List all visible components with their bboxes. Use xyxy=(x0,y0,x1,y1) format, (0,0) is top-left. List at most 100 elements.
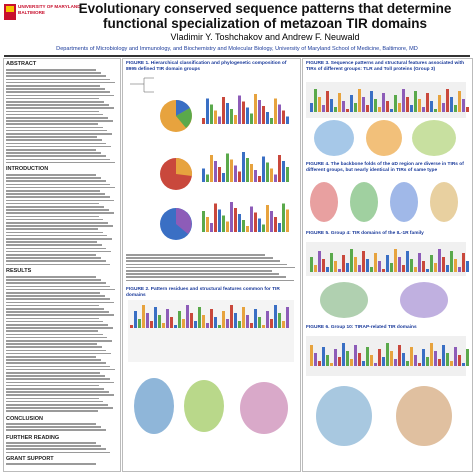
text-line xyxy=(6,442,97,444)
text-line xyxy=(6,330,98,332)
graphic xyxy=(254,309,257,328)
graphic xyxy=(450,361,453,366)
graphic xyxy=(358,89,361,112)
text-line xyxy=(6,133,113,135)
text-line xyxy=(6,107,114,109)
graphic xyxy=(250,113,253,124)
graphic xyxy=(134,311,137,328)
graphic xyxy=(458,355,461,366)
text-line xyxy=(6,308,105,310)
graphic xyxy=(458,91,461,112)
graphic xyxy=(402,353,405,366)
graphic xyxy=(174,325,177,328)
graphic xyxy=(466,107,469,112)
graphic xyxy=(438,249,441,272)
graphic xyxy=(254,94,257,124)
graphic xyxy=(186,305,189,328)
graphic xyxy=(286,307,289,328)
graphic xyxy=(266,112,269,124)
divider xyxy=(4,55,470,57)
text-line xyxy=(6,285,111,288)
text-line xyxy=(6,288,116,291)
figure-caption: FIGURE 5. Group 4: TIR domains of the IL… xyxy=(306,231,424,236)
text-line xyxy=(6,209,109,211)
text-line xyxy=(6,85,101,87)
graphic xyxy=(342,101,345,112)
graphic xyxy=(326,355,329,366)
graphic xyxy=(150,321,153,328)
text-line xyxy=(6,359,101,361)
graphic xyxy=(274,305,277,328)
text-line xyxy=(6,206,105,208)
graphic xyxy=(238,321,241,328)
figure-legend xyxy=(126,254,296,284)
figure-3 xyxy=(306,82,469,156)
text-line xyxy=(6,448,106,450)
graphic xyxy=(338,269,341,272)
graphic xyxy=(438,359,441,366)
graphic xyxy=(266,205,269,232)
graphic xyxy=(310,345,313,366)
graphic xyxy=(238,214,241,232)
text-line xyxy=(6,257,101,259)
text-line xyxy=(6,126,103,129)
text-line xyxy=(6,72,101,74)
graphic xyxy=(414,267,417,272)
graphic xyxy=(230,202,233,232)
graphic xyxy=(454,105,457,112)
graphic xyxy=(222,97,225,124)
text-line xyxy=(6,161,116,164)
graphic xyxy=(222,173,225,182)
graphic xyxy=(378,261,381,272)
graphic xyxy=(322,347,325,366)
text-line xyxy=(6,404,109,406)
graphic xyxy=(430,101,433,112)
graphic xyxy=(410,259,413,272)
graphic xyxy=(422,261,425,272)
graphic xyxy=(246,315,249,328)
text-line xyxy=(6,123,98,125)
graphic xyxy=(338,93,341,112)
campus: BALTIMORE xyxy=(18,10,45,15)
section-heading: CONCLUSION xyxy=(6,416,43,422)
graphic xyxy=(334,107,337,112)
graphic xyxy=(386,255,389,272)
text-line xyxy=(6,152,101,154)
graphic xyxy=(322,259,325,272)
graphic xyxy=(170,317,173,328)
text-line xyxy=(6,320,104,323)
graphic xyxy=(462,99,465,112)
section-heading: FURTHER READING xyxy=(6,435,60,441)
graphic xyxy=(414,355,417,366)
graphic xyxy=(454,347,457,366)
graphic xyxy=(250,323,253,328)
text-line xyxy=(6,304,100,307)
text-line xyxy=(6,365,111,368)
graphic xyxy=(282,203,285,232)
graphic xyxy=(374,99,377,112)
graphic xyxy=(130,325,133,328)
graphic xyxy=(258,100,261,124)
authors: Vladimir Y. Toshchakov and Andrew F. Neu… xyxy=(170,32,360,42)
graphic xyxy=(434,263,437,272)
text-line xyxy=(126,273,279,275)
text-line xyxy=(6,202,100,205)
graphic xyxy=(286,209,289,232)
graphic xyxy=(206,174,209,182)
text-line xyxy=(6,193,105,195)
text-line xyxy=(6,429,106,431)
text-line xyxy=(6,113,104,116)
right-column xyxy=(302,58,473,472)
text-line xyxy=(6,333,103,336)
graphic xyxy=(198,307,201,328)
graphic xyxy=(278,155,281,182)
text-line xyxy=(6,88,105,90)
graphic xyxy=(418,253,421,272)
graphic xyxy=(334,349,337,366)
graphic xyxy=(466,349,469,366)
institution: UNIVERSITY OF MARYLAND BALTIMORE xyxy=(18,4,81,16)
text-line xyxy=(6,388,105,390)
graphic xyxy=(414,91,417,112)
graphic xyxy=(218,325,221,328)
logo xyxy=(4,4,16,20)
